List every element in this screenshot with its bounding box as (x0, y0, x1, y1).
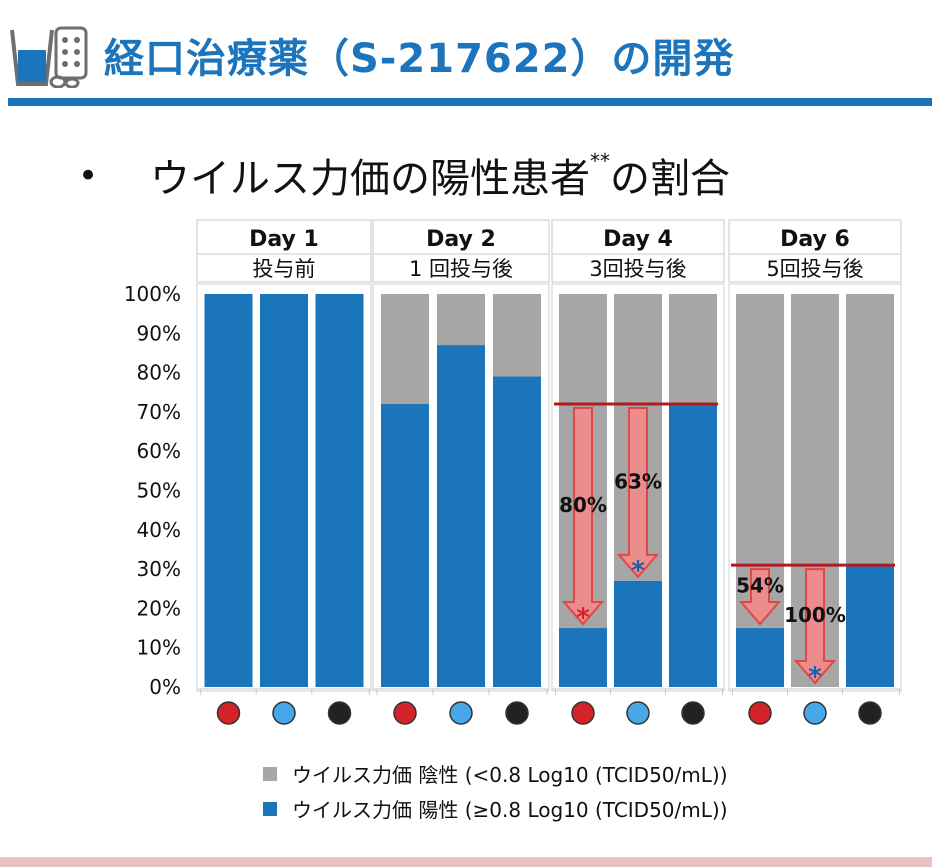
header: 経口治療薬（S-217622）の開発 (0, 0, 932, 108)
treatment-arm-dot (748, 701, 772, 725)
treatment-arm-dot (626, 701, 650, 725)
footer-rule (0, 857, 932, 867)
reduction-percent-label: 100% (784, 603, 846, 627)
water-glass-and-pills-icon (10, 26, 88, 88)
bar-negative-segment (669, 294, 717, 405)
group-day-header-box (551, 219, 725, 255)
bar-negative-segment (846, 294, 894, 566)
y-tick-label: 30% (137, 557, 181, 581)
bar-negative-segment (493, 294, 541, 377)
bar-negative-segment (437, 294, 485, 346)
subtitle-tail: の割合 (610, 156, 730, 202)
bar-positive-segment (493, 376, 541, 687)
group-dose-header-box (196, 253, 372, 283)
significance-star: * (576, 603, 590, 633)
treatment-arm-dot (803, 701, 827, 725)
y-tick-label: 90% (137, 321, 181, 345)
treatment-arm-dot (571, 701, 595, 725)
reduction-arrow (738, 568, 782, 626)
bar-negative-segment (381, 294, 429, 405)
panel-frame (551, 283, 725, 692)
page-title: 経口治療薬（S-217622）の開発 (104, 36, 735, 82)
group-dose-header-box (551, 253, 725, 283)
treatment-arm-dot (216, 701, 241, 725)
reduction-arrow (793, 568, 837, 685)
treatment-arm-dot (449, 701, 473, 725)
bar-positive-segment (437, 345, 485, 687)
reduction-percent-label: 80% (559, 493, 607, 517)
treatment-arm-dot (272, 701, 296, 725)
subtitle-footnote-mark: ** (590, 148, 610, 173)
header-divider (8, 98, 932, 106)
group-dose-label: 5回投与後 (766, 257, 863, 281)
subtitle-text: ウイルス力価の陽性患者 (150, 156, 590, 202)
y-tick-label: 80% (137, 361, 181, 385)
bar-positive-segment (669, 404, 717, 687)
bar-positive-segment (846, 565, 894, 687)
treatment-arm-dot (393, 701, 417, 725)
group-dose-label: 1 回投与後 (409, 257, 513, 281)
section-subtitle: ウイルス力価の陽性患者**の割合 (150, 146, 730, 204)
group-day-header-box (372, 219, 550, 255)
y-tick-label: 70% (137, 400, 181, 424)
group-day-label: Day 1 (249, 227, 319, 252)
significance-star: * (808, 662, 822, 692)
group-day-label: Day 4 (603, 227, 673, 252)
reduction-percent-label: 54% (736, 574, 784, 598)
bar-positive-segment (614, 580, 662, 687)
group-day-header-box (728, 219, 902, 255)
y-tick-label: 50% (137, 479, 181, 503)
bar-positive-segment (204, 294, 253, 687)
group-dose-header-box (372, 253, 550, 283)
panel-frame (372, 283, 550, 692)
legend-label: ウイルス力価 陽性 (≥0.8 Log10 (TCID50/mL)) (292, 798, 728, 822)
bar-positive-segment (559, 628, 607, 687)
bullet-marker: • (78, 156, 99, 196)
legend-label: ウイルス力価 陰性 (<0.8 Log10 (TCID50/mL)) (292, 763, 728, 787)
y-tick-label: 100% (124, 282, 181, 306)
group-dose-label: 投与前 (253, 257, 316, 281)
reduction-percent-label: 63% (614, 469, 662, 493)
legend-swatch (263, 802, 277, 816)
y-tick-label: 20% (137, 596, 181, 620)
y-tick-label: 10% (137, 636, 181, 660)
y-tick-label: 60% (137, 439, 181, 463)
group-day-label: Day 2 (426, 227, 496, 252)
treatment-arm-dot (681, 701, 705, 725)
treatment-arm-dot (327, 701, 352, 725)
stacked-bar-chart: 0% 10% 20% 30% 40% 50% 60% 70% 80% 90% 100% Day 1 投与… (124, 219, 902, 822)
reduction-arrow (561, 407, 605, 626)
treatment-arm-dot (858, 701, 882, 725)
bar-positive-segment (315, 294, 364, 687)
group-dose-header-box (728, 253, 902, 283)
bar-positive-segment (736, 628, 784, 687)
panel-frame (196, 283, 372, 692)
panel-frame (728, 283, 902, 692)
legend-swatch (263, 767, 277, 781)
reduction-arrow (616, 407, 660, 579)
group-day-header-box (196, 219, 372, 255)
group-day-label: Day 6 (780, 227, 850, 252)
bar-positive-segment (260, 294, 308, 687)
treatment-arm-dot (505, 701, 529, 725)
bar-positive-segment (381, 404, 429, 687)
y-tick-label: 40% (137, 518, 181, 542)
y-tick-label: 0% (149, 675, 181, 699)
significance-star: * (631, 556, 645, 586)
group-dose-label: 3回投与後 (589, 257, 686, 281)
